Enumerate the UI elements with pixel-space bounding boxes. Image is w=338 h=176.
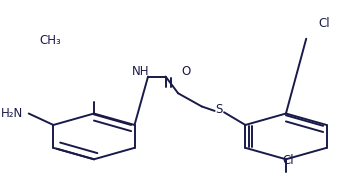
Text: H₂N: H₂N <box>1 107 23 120</box>
Text: CH₃: CH₃ <box>39 34 61 47</box>
Text: Cl: Cl <box>282 154 294 167</box>
Text: Cl: Cl <box>319 17 330 30</box>
Text: NH: NH <box>131 65 149 78</box>
Text: O: O <box>182 65 191 78</box>
Text: S: S <box>215 103 223 116</box>
